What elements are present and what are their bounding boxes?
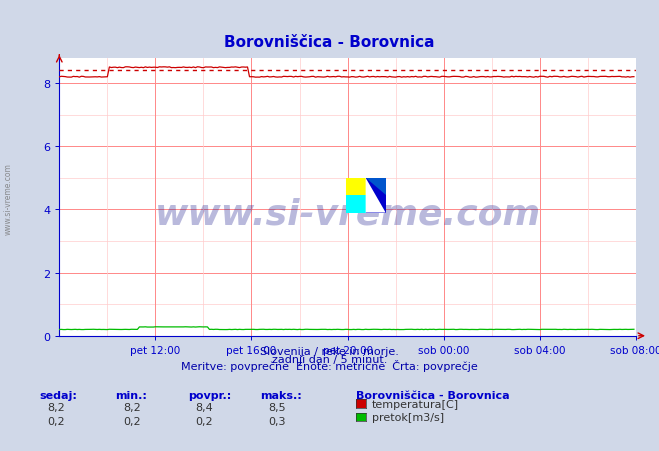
Bar bbox=[366, 179, 386, 213]
Text: sedaj:: sedaj: bbox=[40, 390, 77, 400]
Text: min.:: min.: bbox=[115, 390, 147, 400]
Text: 8,2: 8,2 bbox=[47, 402, 65, 412]
Text: maks.:: maks.: bbox=[260, 390, 302, 400]
Bar bbox=[345, 179, 366, 196]
Text: 8,2: 8,2 bbox=[123, 402, 140, 412]
Text: 8,5: 8,5 bbox=[268, 402, 285, 412]
Text: 0,2: 0,2 bbox=[196, 416, 213, 426]
Text: www.si-vreme.com: www.si-vreme.com bbox=[3, 162, 13, 235]
Text: 0,2: 0,2 bbox=[47, 416, 65, 426]
Text: www.si-vreme.com: www.si-vreme.com bbox=[155, 197, 540, 231]
Text: 0,2: 0,2 bbox=[123, 416, 140, 426]
Text: pretok[m3/s]: pretok[m3/s] bbox=[372, 412, 444, 422]
Text: zadnji dan / 5 minut.: zadnji dan / 5 minut. bbox=[272, 354, 387, 364]
Text: 8,4: 8,4 bbox=[196, 402, 213, 412]
Polygon shape bbox=[366, 179, 386, 213]
Text: Borovniščica - Borovnica: Borovniščica - Borovnica bbox=[224, 35, 435, 51]
Text: temperatura[C]: temperatura[C] bbox=[372, 399, 459, 409]
Text: 0,3: 0,3 bbox=[268, 416, 285, 426]
Text: Slovenija / reke in morje.: Slovenija / reke in morje. bbox=[260, 346, 399, 356]
Text: Borovniščica - Borovnica: Borovniščica - Borovnica bbox=[356, 390, 509, 400]
Text: povpr.:: povpr.: bbox=[188, 390, 231, 400]
Polygon shape bbox=[366, 179, 386, 196]
Text: Meritve: povprečne  Enote: metrične  Črta: povprečje: Meritve: povprečne Enote: metrične Črta:… bbox=[181, 359, 478, 371]
Bar bbox=[345, 196, 366, 213]
